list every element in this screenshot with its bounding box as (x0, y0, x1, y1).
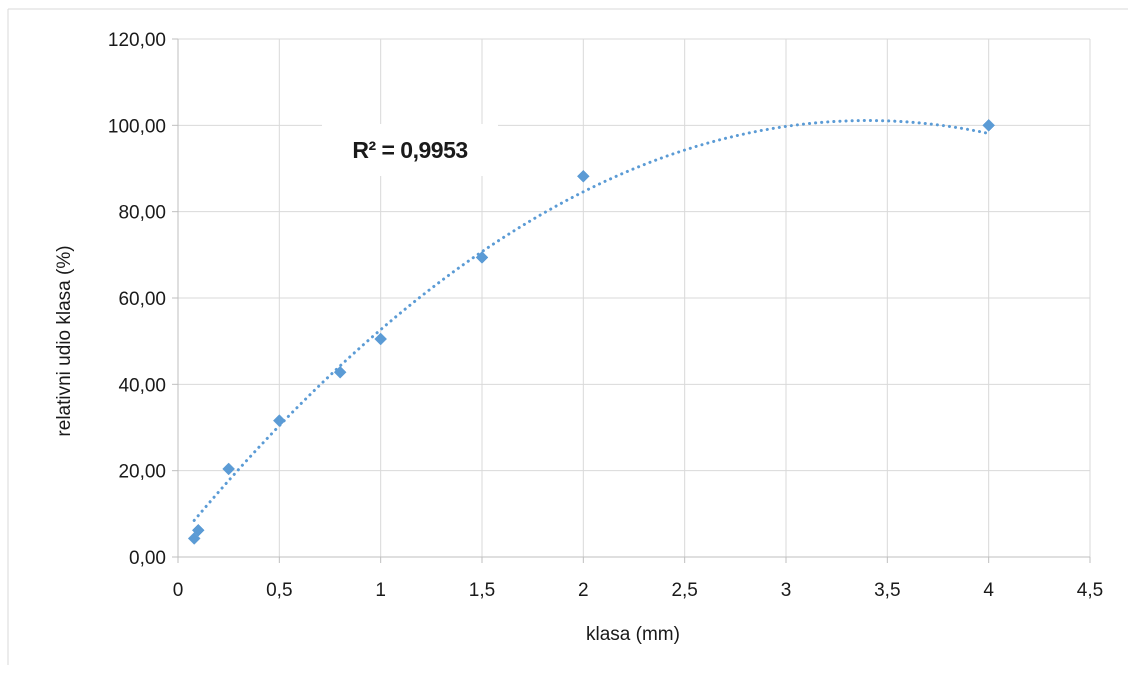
x-tick-label-5: 2,5 (671, 580, 697, 601)
y-tick-label-4: 80,00 (118, 203, 166, 224)
y-tick-label-3: 60,00 (118, 289, 166, 310)
data-point-0-3 (272, 414, 286, 427)
x-tick-label-4: 2 (578, 580, 589, 601)
data-point-0-7 (576, 169, 590, 183)
y-tick-label-2: 40,00 (118, 375, 166, 396)
r-squared-label: R² = 0,9953 (352, 137, 467, 163)
x-axis-title: klasa (mm) (586, 624, 680, 645)
x-tick-label-3: 1,5 (469, 580, 495, 601)
data-point-0-8 (982, 118, 996, 132)
x-tick-label-1: 0,5 (266, 580, 292, 601)
data-point-0-6 (475, 251, 489, 264)
trendline (192, 119, 991, 522)
data-points (187, 118, 996, 545)
y-axis-ticks: 0,00 20,00 40,00 60,00 80,00 100,00 120,00 (108, 30, 178, 569)
x-tick-label-0: 0 (173, 580, 184, 601)
y-axis-title: relativni udio klasa (%) (54, 245, 75, 436)
x-tick-label-8: 4 (983, 580, 994, 601)
y-tick-label-0: 0,00 (129, 548, 166, 569)
data-point-0-5 (374, 332, 388, 346)
data-point-0-1 (191, 523, 205, 537)
data-point-0-2 (222, 462, 236, 476)
x-tick-label-2: 1 (375, 580, 386, 601)
x-tick-label-6: 3 (781, 580, 792, 601)
x-tick-label-9: 4,5 (1077, 580, 1103, 601)
gridlines (177, 38, 1091, 558)
data-point-0-4 (333, 365, 347, 379)
x-tick-label-7: 3,5 (874, 580, 900, 601)
y-tick-label-5: 100,00 (108, 116, 166, 137)
y-tick-label-6: 120,00 (108, 30, 166, 51)
x-axis-ticks: 0 0,5 1 1,5 2 2,5 3 3,5 4 4,5 (173, 557, 1103, 601)
r-squared-background (322, 124, 498, 176)
y-tick-label-1: 20,00 (118, 462, 166, 483)
